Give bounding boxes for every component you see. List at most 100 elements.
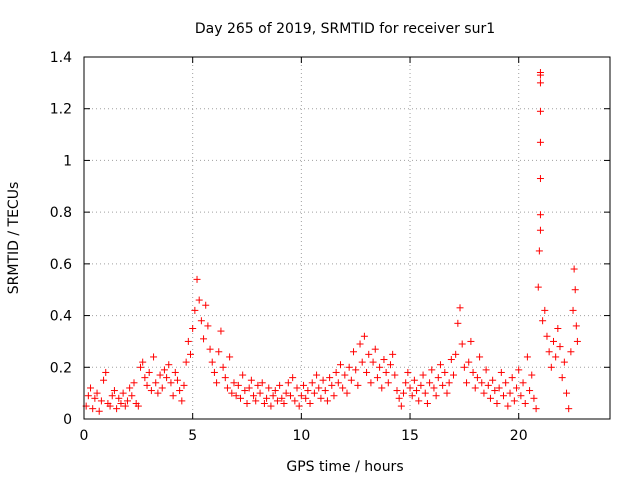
data-point [556, 343, 564, 351]
data-point [569, 306, 577, 314]
data-point [545, 348, 553, 356]
data-point [452, 350, 460, 358]
data-point [197, 317, 205, 325]
data-point [204, 322, 212, 330]
data-point [441, 368, 449, 376]
data-point [413, 387, 421, 395]
data-point [367, 379, 375, 387]
data-point [415, 397, 423, 405]
data-point [267, 402, 275, 410]
data-point [502, 379, 510, 387]
data-point [117, 399, 125, 407]
data-point [565, 405, 573, 413]
data-point [536, 79, 544, 87]
data-point [567, 348, 575, 356]
data-point [506, 389, 514, 397]
data-point [256, 389, 264, 397]
data-point [573, 337, 581, 345]
data-point [282, 389, 290, 397]
data-point [239, 371, 247, 379]
data-point [517, 392, 525, 400]
y-tick-label: 0.2 [50, 360, 72, 376]
data-point [171, 368, 179, 376]
x-axis-label: GPS time / hours [286, 459, 403, 475]
data-point [300, 381, 308, 389]
data-point [408, 392, 416, 400]
data-point [391, 371, 399, 379]
data-point [210, 368, 218, 376]
data-point [371, 345, 379, 353]
data-point [113, 405, 121, 413]
data-point [510, 397, 518, 405]
data-point [128, 392, 136, 400]
data-point [160, 366, 168, 374]
data-point [187, 350, 195, 358]
data-point [247, 376, 255, 384]
data-point [563, 389, 571, 397]
y-tick-label: 1.2 [50, 102, 72, 118]
data-point [352, 366, 360, 374]
data-point [460, 363, 468, 371]
data-point [571, 286, 579, 294]
data-point [393, 387, 401, 395]
data-point [473, 374, 481, 382]
data-point [378, 384, 386, 392]
data-point [421, 389, 429, 397]
data-point [221, 374, 229, 382]
data-point [482, 366, 490, 374]
data-point [84, 392, 92, 400]
data-point [430, 384, 438, 392]
data-point [552, 353, 560, 361]
data-point [463, 379, 471, 387]
data-point [384, 379, 392, 387]
data-point [89, 405, 97, 413]
data-point [402, 379, 410, 387]
data-point [436, 361, 444, 369]
data-point [313, 371, 321, 379]
data-point [447, 356, 455, 364]
data-point [572, 322, 580, 330]
data-point [345, 363, 353, 371]
data-point [143, 381, 151, 389]
chart-title: Day 265 of 2019, SRMTID for receiver sur… [195, 21, 495, 37]
x-tick-label: 20 [510, 428, 528, 444]
data-point [202, 301, 210, 309]
data-point [139, 358, 147, 366]
data-point [289, 374, 297, 382]
data-point [471, 384, 479, 392]
data-point [504, 402, 512, 410]
data-point [547, 363, 555, 371]
x-tick-label: 5 [188, 428, 197, 444]
data-point [134, 402, 142, 410]
data-point [419, 371, 427, 379]
data-point [330, 392, 338, 400]
data-point [417, 381, 425, 389]
data-point [480, 389, 488, 397]
data-point [271, 387, 279, 395]
x-tick-label: 0 [80, 428, 89, 444]
data-points [82, 69, 581, 415]
data-point [428, 366, 436, 374]
data-point [315, 384, 323, 392]
data-point [291, 397, 299, 405]
data-point [454, 319, 462, 327]
data-point [286, 392, 294, 400]
data-point [100, 376, 108, 384]
data-point [326, 374, 334, 382]
data-point [343, 389, 351, 397]
data-point [147, 387, 155, 395]
data-point [158, 384, 166, 392]
data-point [382, 368, 390, 376]
data-point [515, 366, 523, 374]
data-point [336, 361, 344, 369]
data-point [169, 392, 177, 400]
data-point [467, 337, 475, 345]
data-point [339, 384, 347, 392]
data-point [536, 138, 544, 146]
data-point [297, 392, 305, 400]
y-tick-label: 0 [63, 412, 72, 428]
data-point [570, 265, 578, 273]
data-point [445, 379, 453, 387]
data-point [536, 69, 544, 77]
data-point [102, 368, 110, 376]
